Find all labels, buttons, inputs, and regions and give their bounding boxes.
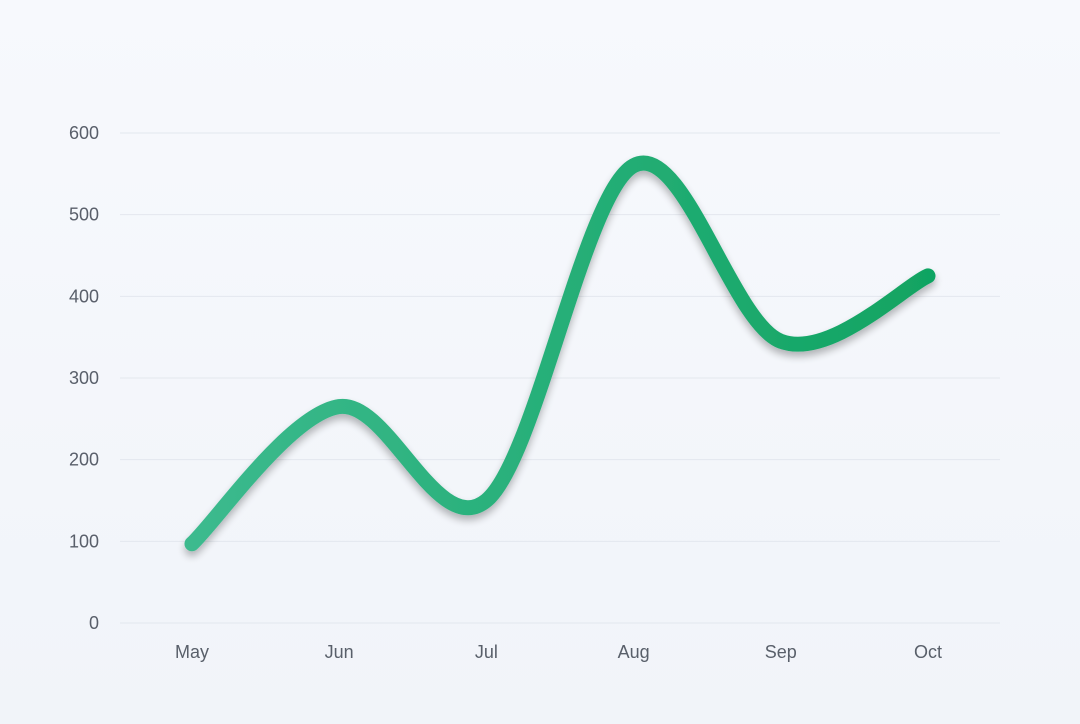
data-point <box>339 406 340 407</box>
y-tick-label: 500 <box>69 205 99 225</box>
x-tick-label: May <box>175 642 209 662</box>
x-tick-label: Jun <box>325 642 354 662</box>
y-tick-label: 0 <box>89 613 99 633</box>
y-tick-label: 400 <box>69 286 99 306</box>
data-point <box>486 500 487 501</box>
y-tick-label: 300 <box>69 368 99 388</box>
series-line <box>184 155 936 552</box>
y-axis-ticks: 0 100 200 300 400 500 600 <box>69 123 99 633</box>
data-point <box>192 543 193 544</box>
x-axis-ticks: May Jun Jul Aug Sep Oct <box>175 642 942 662</box>
grid-lines <box>120 132 1000 624</box>
x-tick-label: Jul <box>475 642 498 662</box>
x-tick-label: Sep <box>765 642 797 662</box>
series-layer <box>184 155 936 552</box>
y-tick-label: 100 <box>69 531 99 551</box>
data-point <box>928 275 929 276</box>
data-point <box>780 341 781 342</box>
data-point <box>633 165 634 166</box>
x-tick-label: Aug <box>618 642 650 662</box>
y-tick-label: 600 <box>69 123 99 143</box>
x-tick-label: Oct <box>914 642 942 662</box>
y-tick-label: 200 <box>69 450 99 470</box>
